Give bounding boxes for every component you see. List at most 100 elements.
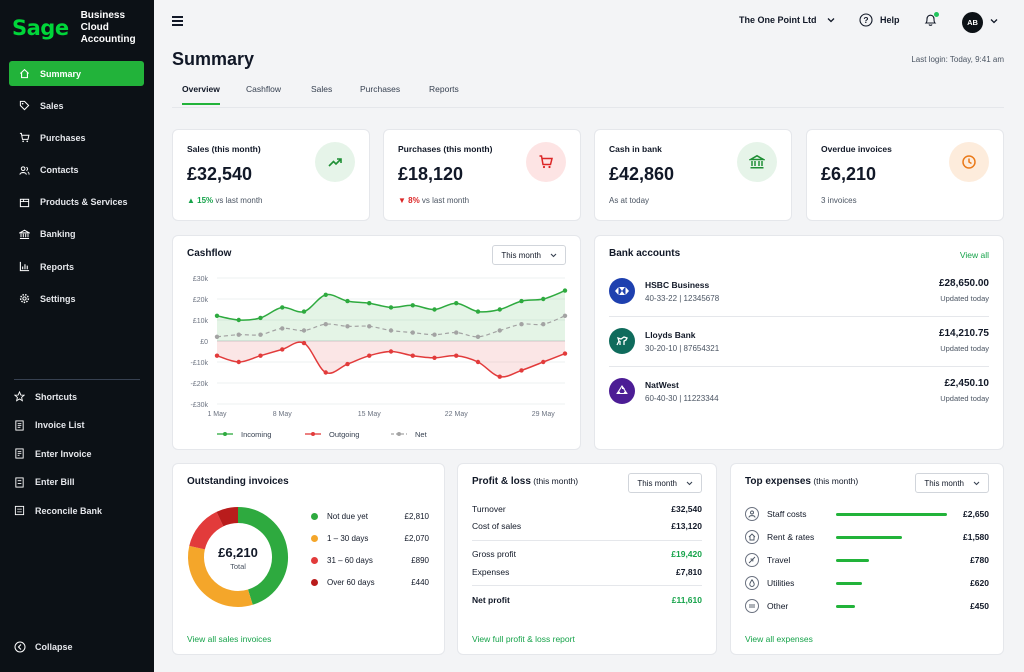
top-expenses-card: Top expenses (this month) This month Sta…	[730, 463, 1004, 655]
sidebar-item-purchases[interactable]: Purchases	[9, 125, 144, 150]
bell-icon	[924, 14, 937, 26]
data-point-incoming	[258, 315, 263, 321]
kpi-sub: 3 invoices	[821, 196, 857, 205]
notification-dot	[934, 12, 939, 17]
view-all-banks-link[interactable]: View all	[959, 250, 989, 260]
y-tick-label: £30k	[193, 276, 209, 283]
kpi-label: Cash in bank	[609, 144, 662, 154]
sidebar-item-sales[interactable]: Sales	[9, 93, 144, 118]
kpi-value: £18,120	[398, 164, 464, 184]
expense-amount: £780	[970, 555, 989, 565]
card-title: Profit & loss (this month)	[472, 476, 578, 487]
expense-label: Rent & rates	[767, 532, 815, 542]
data-point-incoming	[475, 309, 481, 314]
data-point-outgoing	[236, 359, 241, 365]
help-button[interactable]: ? Help	[859, 13, 900, 27]
tab-cashflow[interactable]: Cashflow	[246, 84, 281, 94]
data-point-outgoing	[562, 351, 568, 356]
data-point-incoming	[562, 288, 568, 293]
data-point-incoming	[345, 298, 350, 304]
expenses-period-select[interactable]: This month	[915, 473, 989, 493]
view-pl-report-link[interactable]: View full profit & loss report	[472, 634, 575, 644]
cashflow-period-select[interactable]: This month	[492, 245, 566, 265]
chevron-down-icon	[973, 481, 980, 485]
data-point-outgoing	[388, 349, 394, 354]
pl-value: £32,540	[671, 504, 702, 514]
pl-period-select[interactable]: This month	[628, 473, 702, 493]
sidebar-item-label: Summary	[40, 68, 82, 79]
bank-name: HSBC Business	[645, 280, 710, 290]
card-title-text: Profit & loss	[472, 476, 531, 487]
tab-reports[interactable]: Reports	[429, 84, 459, 94]
notifications-button[interactable]	[924, 12, 939, 32]
kpi-label: Sales (this month)	[187, 144, 261, 154]
collapse-label: Collapse	[35, 642, 73, 652]
kpi-card-cash[interactable]: Cash in bank £42,860 As at today	[594, 129, 792, 221]
shortcut-invoice-list[interactable]: Invoice List	[14, 417, 144, 434]
sidebar-item-reports[interactable]: Reports	[9, 254, 144, 279]
donut-segment	[237, 507, 288, 605]
bank-account-number: 30-20-10 | 87654321	[645, 344, 720, 353]
natwest-logo-icon	[609, 378, 635, 404]
shortcut-reconcile-bank[interactable]: Reconcile Bank	[14, 502, 144, 519]
collapse-arrow-icon	[14, 641, 26, 653]
bank-row-hsbc[interactable]: HSBC Business 40-33-22 | 12345678 £28,65…	[609, 278, 989, 328]
kpi-label: Purchases (this month)	[398, 144, 493, 154]
data-point-outgoing	[519, 368, 524, 373]
view-all-sales-invoices-link[interactable]: View all sales invoices	[187, 634, 272, 644]
bank-updated: Updated today	[940, 394, 989, 403]
help-icon: ?	[859, 13, 873, 27]
data-point-net	[475, 334, 481, 339]
expense-amount: £620	[970, 578, 989, 588]
kpi-card-sales[interactable]: Sales (this month) £32,540 ▲ 15% vs last…	[172, 129, 370, 221]
x-tick-label: 8 May	[273, 411, 293, 418]
shortcut-enter-bill[interactable]: Enter Bill	[14, 474, 144, 491]
sidebar-item-summary[interactable]: Summary	[9, 61, 144, 86]
shortcut-enter-invoice[interactable]: Enter Invoice	[14, 445, 144, 462]
sage-logo[interactable]: Sage Business Cloud Accounting	[12, 10, 154, 46]
sidebar-item-label: Banking	[40, 229, 76, 240]
pl-value: £13,120	[671, 521, 702, 531]
tab-purchases[interactable]: Purchases	[360, 84, 401, 94]
pl-value: £19,420	[671, 549, 702, 559]
kpi-value: £42,860	[609, 164, 675, 184]
donut-center: £6,210 Total	[191, 545, 285, 571]
tab-overview[interactable]: Overview	[182, 84, 220, 105]
bank-row-natwest[interactable]: NatWest 60-40-30 | 11223344 £2,450.10 Up…	[609, 378, 989, 428]
menu-icon[interactable]	[172, 16, 183, 28]
collapse-button[interactable]: Collapse	[14, 641, 73, 653]
kpi-trend-suffix: vs last month	[213, 196, 263, 205]
sidebar-item-banking[interactable]: Banking	[9, 222, 144, 247]
expense-row: Other £450	[745, 599, 989, 615]
bank-row-lloyds[interactable]: Lloyds Bank 30-20-10 | 87654321 £14,210.…	[609, 328, 989, 378]
sidebar-item-products-services[interactable]: Products & Services	[9, 190, 144, 215]
tab-sales[interactable]: Sales	[311, 84, 333, 94]
view-all-expenses-link[interactable]: View all expenses	[745, 634, 813, 644]
bank-account-number: 60-40-30 | 11223344	[645, 394, 719, 403]
shortcut-label: Enter Invoice	[35, 448, 92, 459]
data-point-net	[258, 332, 263, 337]
chevron-down-icon[interactable]	[990, 18, 998, 24]
shortcut-shortcuts[interactable]: Shortcuts	[14, 388, 144, 405]
legend-label: Incoming	[241, 430, 271, 439]
pl-label: Expenses	[472, 567, 510, 577]
legend-marker	[223, 432, 227, 436]
kpi-trend: ▲ 15% vs last month	[187, 196, 263, 205]
kpi-card-purchases[interactable]: Purchases (this month) £18,120 ▼ 8% vs l…	[383, 129, 581, 221]
donut-segment	[188, 545, 253, 607]
legend-label: Not due yet	[327, 511, 368, 521]
kpi-card-overdue[interactable]: Overdue invoices £6,210 3 invoices	[806, 129, 1004, 221]
sidebar-item-settings[interactable]: Settings	[9, 286, 144, 311]
sidebar-item-contacts[interactable]: Contacts	[9, 158, 144, 183]
card-title: Outstanding invoices	[187, 476, 289, 487]
kpi-sub: As at today	[609, 196, 650, 205]
main-nav: Summary Sales Purchases Contacts Product…	[9, 61, 144, 319]
data-point-outgoing	[454, 353, 459, 358]
data-point-outgoing	[301, 340, 307, 346]
data-point-net	[410, 330, 415, 335]
page-title: Summary	[172, 49, 255, 69]
shortcuts-nav: Shortcuts Invoice List Enter Invoice Ent…	[14, 388, 144, 531]
legend-dot	[311, 578, 318, 586]
company-switcher[interactable]: The One Point Ltd	[739, 15, 835, 25]
avatar[interactable]: AB	[962, 12, 983, 33]
